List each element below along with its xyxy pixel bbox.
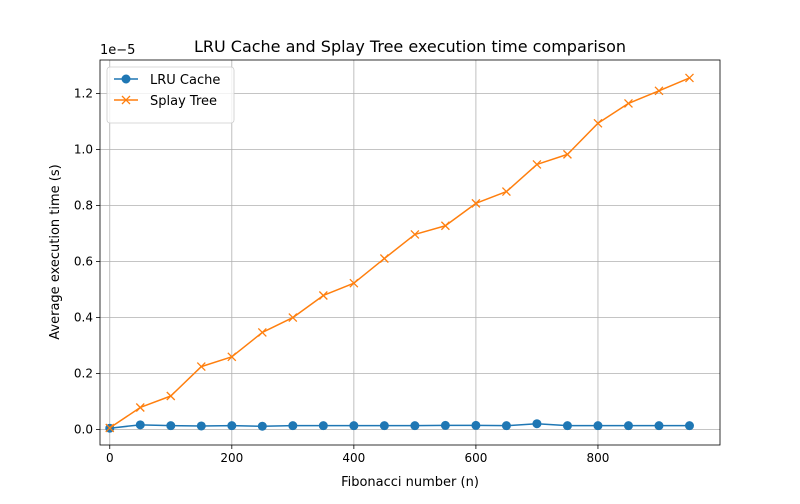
data-point-splay-tree-stroke: [410, 229, 420, 239]
x-tick-label: 800: [586, 451, 609, 465]
data-point-lru-cache: [623, 421, 633, 431]
data-point-splay-tree: [685, 73, 694, 83]
legend-box: [106, 66, 235, 124]
data-point-splay-tree-stroke: [196, 362, 206, 372]
data-point-splay-tree-stroke: [349, 278, 359, 288]
y-axis-label: Average execution time (s): [48, 164, 63, 339]
data-point-splay-tree: [593, 118, 603, 128]
data-point-lru-cache: [135, 420, 145, 430]
data-point-splay-tree-stroke: [135, 403, 145, 412]
series-layer: [105, 73, 694, 433]
legend-label-splay-tree: Splay Tree: [150, 94, 217, 109]
data-point-splay-tree: [257, 327, 267, 337]
data-point-splay-tree-stroke: [105, 423, 115, 433]
data-point-splay-tree: [135, 403, 145, 412]
legend-marker-lru-cache: [121, 74, 131, 84]
data-point-lru-cache: [593, 421, 603, 431]
data-point-splay-tree: [501, 187, 511, 197]
data-point-splay-tree-stroke: [471, 198, 481, 208]
legend-marker-splay-tree-stroke: [121, 95, 131, 105]
data-point-splay-tree: [410, 229, 420, 239]
data-point-splay-tree-stroke: [227, 352, 237, 362]
grid: [100, 60, 720, 445]
data-point-splay-tree-stroke: [379, 254, 389, 263]
series-lru-cache: [105, 419, 694, 433]
data-point-splay-tree-stroke: [318, 291, 328, 300]
data-point-splay-tree-stroke: [562, 149, 572, 159]
data-point-splay-tree-stroke: [257, 327, 267, 337]
x-tick-label: 400: [342, 451, 365, 465]
legend-entry-splay-tree: Splay Tree: [114, 94, 217, 109]
plot-frame: [99, 59, 721, 446]
data-point-splay-tree: [654, 86, 664, 96]
data-point-splay-tree: [196, 362, 206, 372]
data-point-lru-cache: [471, 420, 481, 430]
data-point-splay-tree-stroke: [501, 187, 511, 197]
data-point-lru-cache: [532, 419, 542, 429]
data-point-lru-cache: [166, 421, 176, 431]
data-point-splay-tree-stroke: [654, 86, 664, 96]
data-point-splay-tree: [318, 291, 328, 300]
data-point-splay-tree: [227, 352, 237, 362]
x-tick-label: 200: [220, 451, 243, 465]
data-point-splay-tree: [349, 278, 359, 288]
data-point-lru-cache: [684, 421, 694, 431]
chart-title: LRU Cache and Splay Tree execution time …: [194, 37, 626, 56]
data-point-splay-tree: [624, 98, 633, 108]
data-point-lru-cache: [562, 421, 572, 431]
y-tick-label: 0.8: [74, 199, 93, 213]
axis-ticks: 0 200 400 600 800 0.0 0.2 0.4 0.6 0.8 1.0 1.2: [74, 87, 609, 465]
data-point-lru-cache: [196, 421, 206, 431]
data-point-splay-tree: [440, 221, 450, 231]
data-point-splay-tree-stroke: [624, 98, 633, 108]
series-splay-tree: [105, 73, 694, 433]
data-point-splay-tree: [379, 254, 389, 263]
y-tick-label: 1.2: [74, 87, 93, 101]
series-line-splay-tree: [109, 77, 690, 429]
data-point-splay-tree: [471, 198, 481, 208]
x-tick-label: 0: [106, 451, 114, 465]
data-point-lru-cache: [379, 421, 389, 431]
data-point-splay-tree-stroke: [166, 391, 176, 401]
y-tick-label: 0.6: [74, 255, 93, 269]
data-point-splay-tree-stroke: [440, 221, 450, 231]
data-point-lru-cache: [288, 421, 298, 431]
x-tick-label: 600: [464, 451, 487, 465]
series-line-lru-cache: [109, 422, 690, 429]
data-point-splay-tree-stroke: [288, 313, 298, 323]
legend-entry-lru-cache: LRU Cache: [114, 73, 220, 88]
data-point-splay-tree: [532, 159, 542, 169]
x-axis-label: Fibonacci number (n): [341, 475, 479, 490]
data-point-splay-tree-stroke: [685, 73, 694, 83]
data-point-splay-tree: [288, 313, 298, 323]
y-axis-offset-label: 1e−5: [100, 43, 135, 58]
y-tick-label: 0.0: [74, 423, 93, 437]
data-point-splay-tree: [105, 423, 115, 433]
y-tick-label: 0.2: [74, 367, 93, 381]
data-point-splay-tree: [166, 391, 176, 401]
data-point-lru-cache: [227, 421, 237, 431]
y-tick-label: 0.4: [74, 311, 93, 325]
legend: LRU Cache Splay Tree: [106, 66, 235, 124]
data-point-lru-cache: [501, 421, 511, 431]
y-tick-label: 1.0: [74, 143, 93, 157]
data-point-lru-cache: [410, 421, 420, 431]
data-point-splay-tree: [562, 149, 572, 159]
data-point-lru-cache: [440, 420, 450, 430]
data-point-lru-cache: [349, 421, 359, 431]
legend-label-lru-cache: LRU Cache: [150, 73, 220, 88]
data-point-splay-tree-stroke: [532, 159, 542, 169]
data-point-lru-cache: [654, 421, 664, 431]
data-point-lru-cache: [318, 421, 328, 431]
data-point-splay-tree-stroke: [593, 118, 603, 128]
data-point-lru-cache: [257, 421, 267, 431]
legend-marker-splay-tree: [121, 95, 131, 105]
